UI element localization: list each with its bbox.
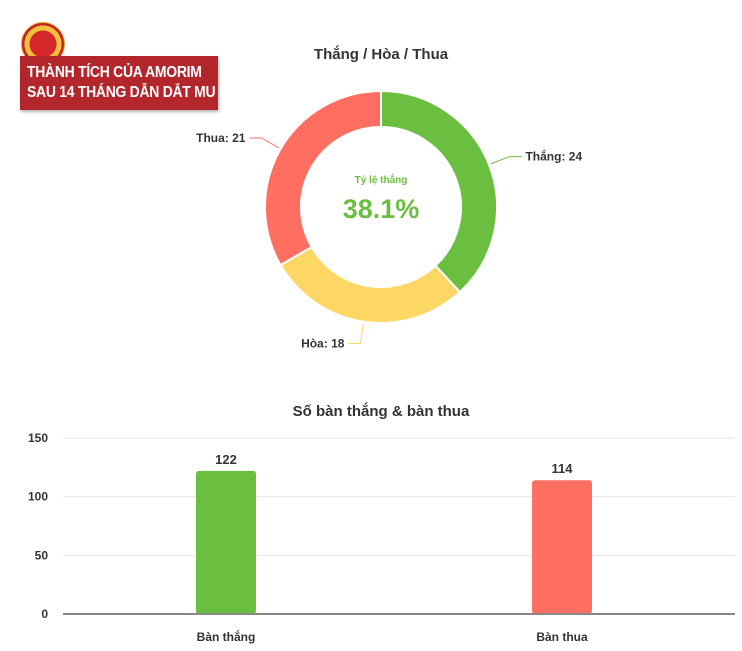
x-tick-0: Bàn thắng — [197, 629, 256, 644]
donut-slice-2[interactable] — [264, 89, 382, 267]
bar-1[interactable] — [532, 480, 592, 614]
donut-title: Thắng / Hòa / Thua — [314, 45, 449, 63]
slice-label-1: Hòa: 18 — [301, 336, 345, 350]
center-value: 38.1% — [343, 194, 420, 224]
bar-chart: 0 50 100 150 122 Bàn thắng 114 Bàn thua — [28, 431, 735, 644]
data-label-0: 122 — [215, 452, 237, 467]
y-tick-3: 150 — [28, 431, 48, 445]
donut-chart: Thắng: 24 Hòa: 18 Thua: 21 — [196, 89, 582, 350]
data-label-1: 114 — [552, 461, 574, 476]
donut-slice-1[interactable] — [279, 245, 462, 324]
slice-label-0: Thắng: 24 — [525, 149, 582, 164]
y-tick-2: 100 — [28, 490, 48, 504]
bar-title: Số bàn thắng & bàn thua — [293, 402, 470, 420]
badge-line-2: SAU 14 THÁNG DẪN DẮT MU — [27, 84, 216, 101]
x-tick-1: Bàn thua — [536, 630, 588, 644]
center-label: Tỷ lệ thắng — [355, 173, 408, 186]
y-tick-0: 0 — [41, 607, 48, 621]
badge-line-1: THÀNH TÍCH CỦA AMORIM — [27, 64, 202, 81]
leader-line-0 — [490, 156, 522, 165]
y-tick-1: 50 — [35, 548, 49, 562]
slice-label-2: Thua: 21 — [196, 131, 246, 145]
bar-0[interactable] — [196, 470, 256, 614]
title-badge: THÀNH TÍCH CỦA AMORIM SAU 14 THÁNG DẪN D… — [20, 56, 218, 110]
leader-line-2 — [249, 137, 280, 149]
donut-slice-0[interactable] — [380, 89, 498, 294]
leader-line-1 — [348, 323, 364, 344]
